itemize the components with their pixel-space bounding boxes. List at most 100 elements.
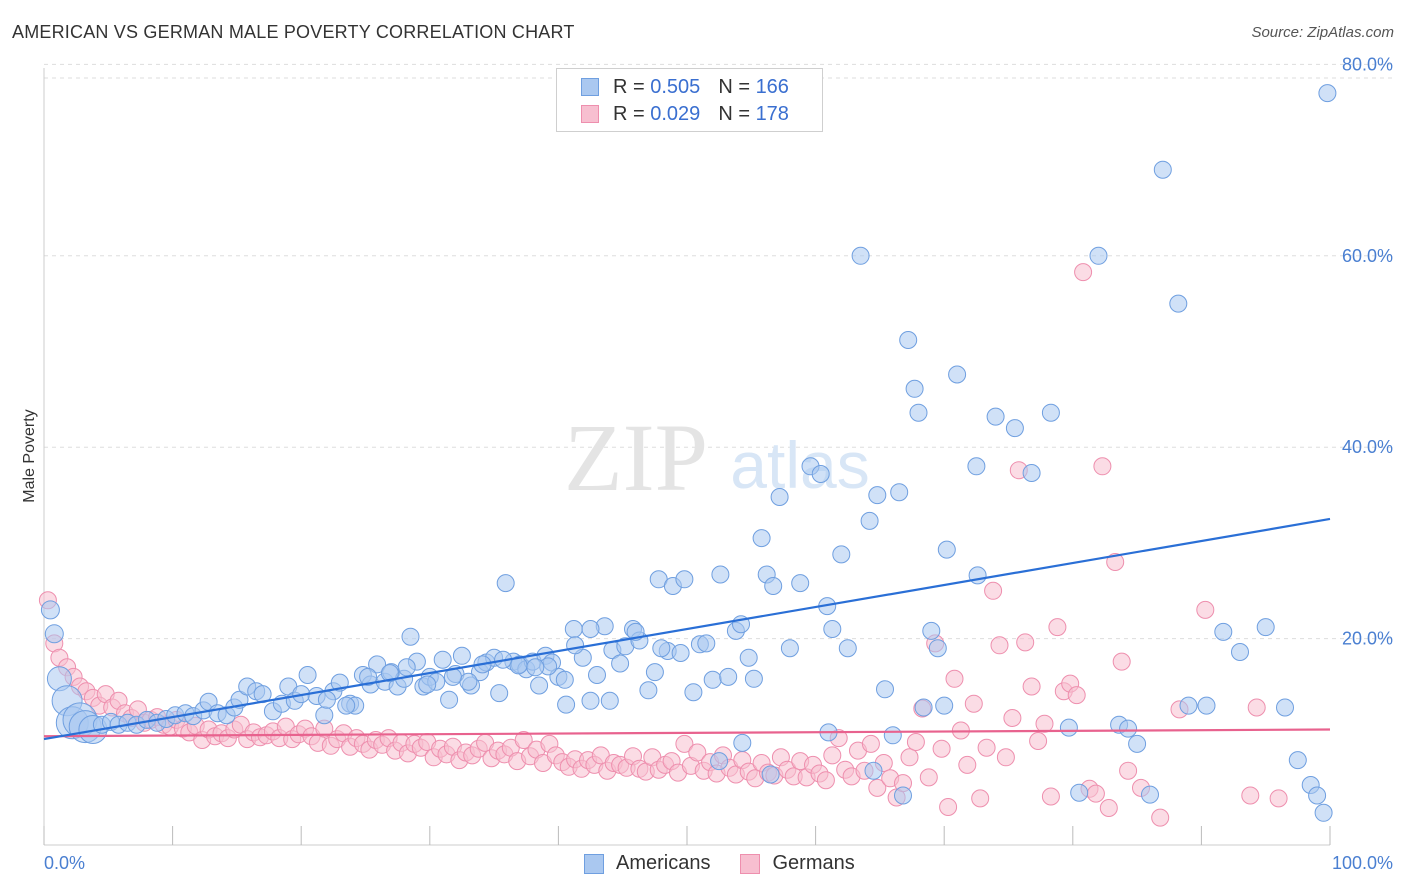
x-tick-label: 100.0% <box>1332 853 1393 873</box>
trendline-germans <box>43 728 1331 738</box>
data-point <box>490 684 509 703</box>
data-point <box>977 738 996 757</box>
data-point <box>418 675 437 694</box>
grid-lines <box>44 63 1392 640</box>
data-point <box>1041 787 1060 806</box>
data-point <box>1041 403 1060 422</box>
data-point <box>986 407 1005 426</box>
data-point <box>733 733 752 752</box>
data-point <box>688 743 707 762</box>
series-legend: Americans Germans <box>584 852 885 875</box>
data-point <box>876 680 894 699</box>
watermark-zip: ZIP <box>564 404 708 511</box>
watermark: ZIP atlas <box>564 404 870 511</box>
data-point <box>1035 714 1054 733</box>
data-point <box>697 634 716 653</box>
data-point <box>557 695 576 714</box>
data-point <box>1231 643 1249 661</box>
legend-row-germans: R = 0.029 N = 178 <box>581 101 789 127</box>
data-point <box>868 486 887 505</box>
data-point <box>971 789 990 808</box>
data-point <box>990 636 1009 655</box>
data-point <box>496 574 515 593</box>
data-point <box>526 658 545 677</box>
data-point <box>1059 718 1078 737</box>
data-point <box>433 650 452 669</box>
data-point <box>1119 719 1138 738</box>
data-point <box>1048 618 1067 637</box>
legend-swatch-americans <box>581 78 599 96</box>
data-point <box>1029 732 1048 750</box>
data-point <box>684 683 703 702</box>
data-point <box>1196 600 1215 619</box>
data-point <box>514 731 533 749</box>
data-point <box>1269 789 1288 808</box>
series-americans <box>40 84 1337 822</box>
data-point <box>935 696 954 715</box>
data-point <box>315 706 334 725</box>
data-point <box>440 690 459 709</box>
data-point <box>1314 803 1333 822</box>
data-point <box>298 666 317 684</box>
data-point <box>1070 783 1089 802</box>
data-point <box>359 667 378 686</box>
data-point <box>868 778 887 797</box>
legend-r-label: R = <box>613 75 645 98</box>
legend-swatch-americans <box>584 853 604 874</box>
data-point <box>397 658 416 677</box>
legend-swatch-germans <box>581 105 599 123</box>
y-tick-label: 60.0% <box>1342 246 1393 266</box>
data-point <box>1318 84 1337 103</box>
data-point <box>600 691 619 710</box>
data-point <box>861 734 880 753</box>
data-point <box>317 690 336 709</box>
data-point <box>860 511 879 530</box>
legend-item-germans[interactable]: Germans <box>740 852 855 875</box>
data-point <box>752 529 771 548</box>
data-point <box>1308 786 1327 805</box>
data-point <box>1241 786 1260 805</box>
legend-r-value-americans: 0.505 <box>650 75 701 98</box>
data-point <box>675 570 694 589</box>
data-point <box>1276 698 1294 717</box>
data-point <box>719 667 738 686</box>
data-point <box>564 620 583 638</box>
data-point <box>581 620 600 638</box>
data-point <box>671 644 690 662</box>
data-point <box>919 768 938 787</box>
data-point <box>958 755 977 774</box>
legend-n-value-americans: 166 <box>755 75 789 98</box>
data-point <box>948 365 967 384</box>
data-point <box>906 733 925 751</box>
data-point <box>1288 751 1307 770</box>
data-point <box>1214 622 1233 641</box>
data-point <box>739 648 758 667</box>
data-point <box>851 246 870 265</box>
data-point <box>932 739 951 758</box>
trendline-americans <box>43 517 1331 741</box>
axes <box>43 68 1331 846</box>
legend-n-label: N = <box>718 102 750 125</box>
y-tick-label: 20.0% <box>1342 629 1393 649</box>
data-point <box>1197 696 1216 715</box>
data-point <box>967 457 986 476</box>
data-point <box>909 403 928 422</box>
chart-title: AMERICAN VS GERMAN MALE POVERTY CORRELAT… <box>12 22 575 42</box>
legend-r-label: R = <box>613 102 645 125</box>
data-point <box>928 639 947 658</box>
legend-item-americans[interactable]: Americans <box>584 852 710 875</box>
data-point <box>780 639 799 658</box>
data-point <box>984 581 1003 600</box>
data-point <box>703 670 722 689</box>
data-point <box>1169 294 1188 313</box>
data-point <box>710 752 729 771</box>
legend-r-value-germans: 0.029 <box>650 102 701 125</box>
legend-row-americans: R = 0.505 N = 166 <box>581 74 789 100</box>
data-point <box>368 655 387 674</box>
data-point <box>945 669 964 688</box>
data-point <box>1106 553 1125 571</box>
data-point <box>566 636 585 655</box>
data-point <box>914 698 933 717</box>
data-point <box>890 483 909 502</box>
data-point <box>761 765 780 784</box>
